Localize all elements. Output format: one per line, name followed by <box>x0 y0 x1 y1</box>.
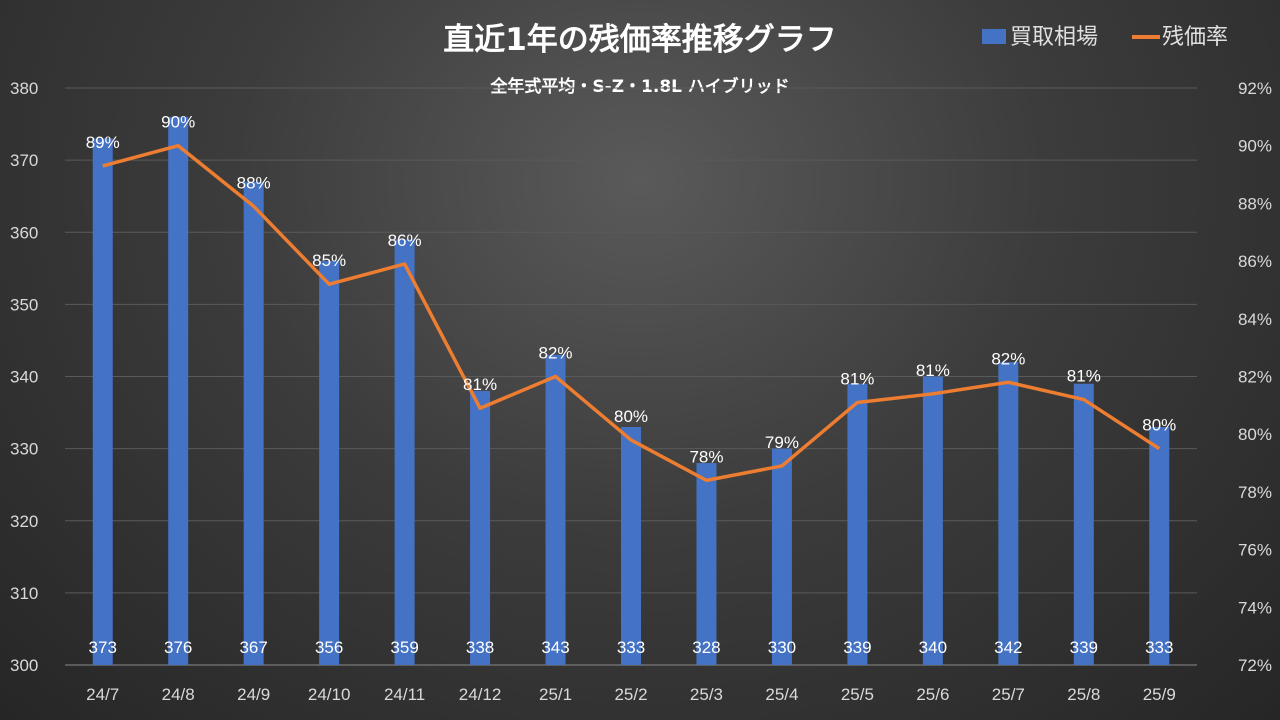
line-value-label: 79% <box>765 433 799 452</box>
x-axis-tick: 24/9 <box>237 685 270 704</box>
left-axis-tick: 310 <box>10 584 38 603</box>
line-value-label: 86% <box>388 231 422 250</box>
line-value-label: 88% <box>237 173 271 192</box>
x-axis-tick: 25/2 <box>614 685 647 704</box>
bar <box>470 390 491 665</box>
x-axis-tick: 24/8 <box>162 685 195 704</box>
bar-value-label: 356 <box>315 638 343 657</box>
bar <box>1149 426 1170 665</box>
left-axis-tick: 330 <box>10 440 38 459</box>
bar-value-label: 339 <box>843 638 871 657</box>
line-value-label: 80% <box>614 407 648 426</box>
x-axis-tick: 25/3 <box>690 685 723 704</box>
right-axis-tick: 86% <box>1238 252 1272 271</box>
right-axis-tick: 90% <box>1238 137 1272 156</box>
bar <box>1073 383 1094 665</box>
bar <box>319 261 340 665</box>
left-axis-tick: 300 <box>10 656 38 675</box>
right-axis-tick: 84% <box>1238 310 1272 329</box>
left-axis-tick: 320 <box>10 512 38 531</box>
bar-value-label: 342 <box>994 638 1022 657</box>
bar <box>394 239 415 665</box>
x-axis-tick: 25/4 <box>765 685 798 704</box>
x-axis-tick: 24/7 <box>86 685 119 704</box>
bar <box>847 383 868 665</box>
legend-bar-label: 買取相場 <box>1010 25 1098 50</box>
bar-value-label: 367 <box>239 638 267 657</box>
left-axis-tick: 340 <box>10 368 38 387</box>
x-axis-tick: 25/6 <box>916 685 949 704</box>
bar-value-label: 330 <box>768 638 796 657</box>
line-value-label: 78% <box>689 447 723 466</box>
line-value-label: 81% <box>916 361 950 380</box>
line-value-label: 80% <box>1142 416 1176 435</box>
x-axis-tick: 24/11 <box>384 685 425 704</box>
x-axis-tick: 25/7 <box>992 685 1025 704</box>
bar-value-label: 328 <box>692 638 720 657</box>
x-axis-tick: 24/10 <box>308 685 351 704</box>
line-value-label: 90% <box>161 113 195 132</box>
left-axis-tick: 370 <box>10 151 38 170</box>
line-value-label: 81% <box>1067 367 1101 386</box>
left-axis-tick: 350 <box>10 295 38 314</box>
bar <box>922 376 943 665</box>
bar <box>771 448 792 665</box>
x-axis-tick: 25/8 <box>1067 685 1100 704</box>
right-axis-tick: 72% <box>1238 656 1272 675</box>
chart-subtitle: 全年式平均・S-Z・1.8L ハイブリッド <box>489 76 789 97</box>
legend-line-label: 残価率 <box>1162 25 1228 50</box>
bar-value-label: 376 <box>164 638 192 657</box>
chart-title: 直近1年の残価率推移グラフ <box>443 22 837 58</box>
bar-value-label: 373 <box>89 638 117 657</box>
bar-value-label: 359 <box>390 638 418 657</box>
bar <box>621 426 641 665</box>
line-value-label: 82% <box>991 349 1025 368</box>
bar-value-label: 343 <box>541 638 569 657</box>
right-axis-tick: 76% <box>1238 541 1272 560</box>
bar-value-label: 339 <box>1070 638 1098 657</box>
line-value-label: 81% <box>463 375 497 394</box>
right-axis-tick: 78% <box>1238 483 1272 502</box>
bar <box>696 463 717 665</box>
left-axis-tick: 360 <box>10 223 38 242</box>
bar-value-label: 340 <box>919 638 947 657</box>
line-value-label: 89% <box>86 133 120 152</box>
x-axis-tick: 25/1 <box>539 685 572 704</box>
bar <box>168 116 189 666</box>
left-axis-tick: 380 <box>10 79 38 98</box>
right-axis-tick: 88% <box>1238 194 1272 213</box>
right-axis-tick: 80% <box>1238 425 1272 444</box>
bar-value-label: 338 <box>466 638 494 657</box>
bar-value-label: 333 <box>1145 638 1173 657</box>
line-value-label: 81% <box>840 369 874 388</box>
bar <box>998 362 1019 665</box>
bar <box>243 181 264 665</box>
right-axis-tick: 82% <box>1238 368 1272 387</box>
legend-bar-swatch <box>982 29 1006 44</box>
line-value-label: 85% <box>312 251 346 270</box>
bar-value-label: 333 <box>617 638 645 657</box>
bar <box>92 138 113 666</box>
x-axis-tick: 25/5 <box>841 685 874 704</box>
right-axis-tick: 92% <box>1238 79 1272 98</box>
line-value-label: 82% <box>539 344 573 363</box>
right-axis-tick: 74% <box>1238 598 1272 617</box>
bar <box>545 354 566 665</box>
legend: 買取相場 残価率 <box>982 25 1228 50</box>
x-axis-tick: 25/9 <box>1143 685 1176 704</box>
x-axis-tick: 24/12 <box>459 685 502 704</box>
